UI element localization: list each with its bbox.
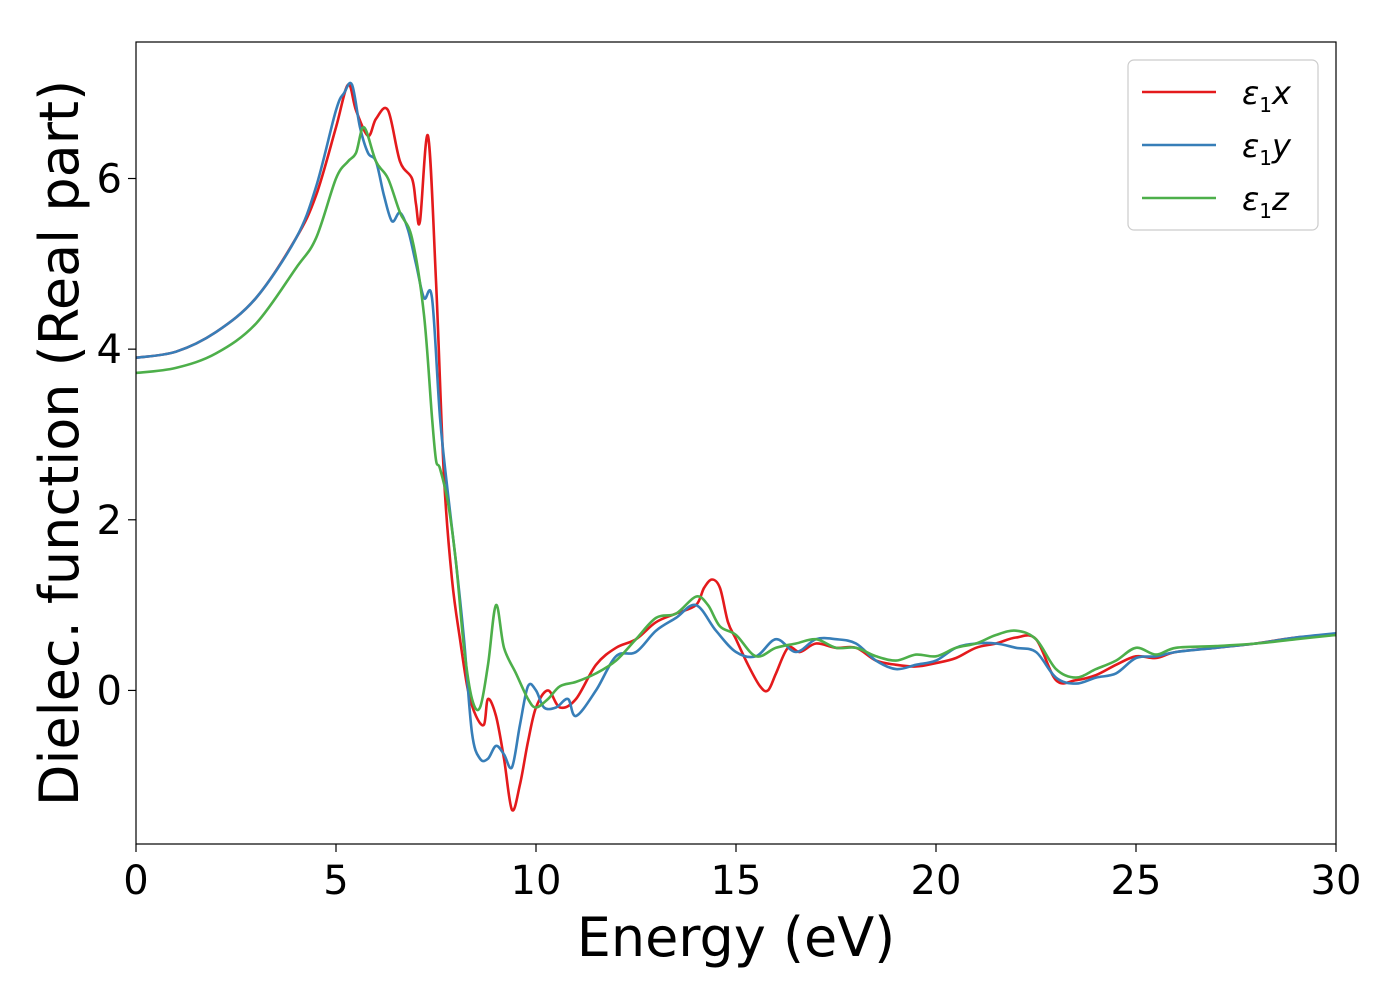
- series-line-x: [135, 83, 1337, 812]
- x-tick-label: 25: [1111, 858, 1162, 904]
- legend-label-x: ε1x: [1242, 74, 1292, 117]
- y-axis-ticks: 0 2 4 6: [97, 157, 136, 714]
- x-tick-label: 0: [123, 858, 148, 904]
- x-axis-ticks: 0 5 10 15 20 25 30: [123, 844, 1361, 904]
- legend-label-z: ε1z: [1242, 180, 1290, 223]
- legend: ε1x ε1y ε1z: [1127, 59, 1319, 231]
- series-layer: [135, 81, 1337, 812]
- y-tick-label: 2: [97, 498, 122, 544]
- y-tick-label: 6: [97, 157, 122, 203]
- x-tick-label: 10: [511, 858, 562, 904]
- y-tick-label: 4: [97, 327, 122, 373]
- x-tick-label: 30: [1311, 858, 1362, 904]
- legend-label-y: ε1y: [1242, 127, 1292, 170]
- x-tick-label: 15: [711, 858, 762, 904]
- y-axis-label: Dielec. function (Real part): [28, 80, 91, 806]
- x-tick-label: 5: [323, 858, 348, 904]
- legend-frame: [1127, 59, 1319, 231]
- series-line-y: [135, 81, 1337, 770]
- y-tick-label: 0: [97, 668, 122, 714]
- x-tick-label: 20: [911, 858, 962, 904]
- series-line-z: [135, 125, 1337, 712]
- x-axis-label: Energy (eV): [577, 906, 896, 969]
